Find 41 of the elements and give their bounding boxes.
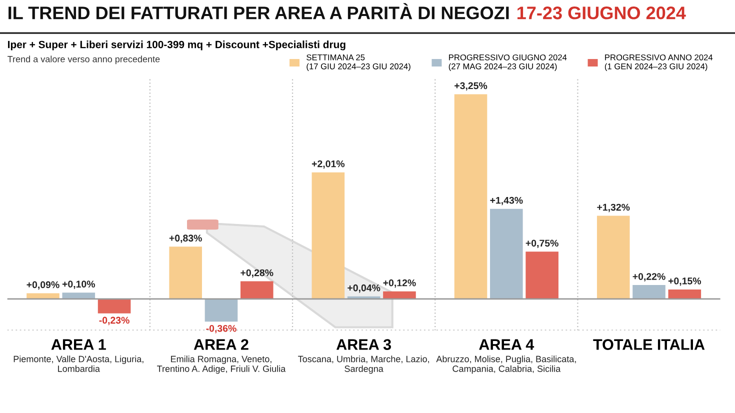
bar (454, 94, 488, 299)
x-tick-label: TOTALE ITALIA (593, 339, 705, 350)
data-label: +0,22% (632, 273, 666, 282)
data-label: +2,01% (312, 160, 345, 169)
chart-title: IL TREND DEI FATTURATI PER AREA A PARITÀ DI NEGOZI (8, 3, 509, 20)
bar (204, 298, 238, 322)
data-label: +0,10% (62, 280, 96, 289)
data-label: +0,28% (240, 269, 274, 278)
bar (632, 285, 666, 299)
text: Abruzzo, Molise, Puglia, Basilicata, Campania, Calabria, Sicilia (436, 356, 576, 374)
text: 17-23 GIUGNO 2024 (517, 6, 686, 20)
data-label: +0,75% (526, 240, 558, 248)
data-label: +0,12% (383, 279, 416, 288)
data-label: +3,25% (454, 82, 488, 91)
legend-label: PROGRESSIVO ANNO 2024 (1 GEN 2024–23 GIU 2024) (604, 54, 713, 71)
data-label: -0,36% (206, 324, 236, 334)
text: Toscana, Umbria, Marche, Lazio, Sardegna (298, 356, 429, 374)
x-tick-label: AREA 2 (194, 339, 248, 350)
data-label: +0,09% (26, 281, 60, 290)
legend-label: PROGRESSIVO GIUGNO 2024 (27 MAG 2024–23 GIU 2024) (448, 54, 567, 71)
data-label: +0,83% (169, 234, 202, 243)
bar (526, 252, 558, 299)
text: Emilia Romagna, Veneto, Trentino A. Adige, Friuli V. Giulia (157, 356, 286, 374)
data-label: +0,04% (348, 284, 380, 293)
data-label: +1,43% (490, 196, 523, 206)
x-tick-label: AREA 4 (479, 339, 534, 350)
bar (490, 208, 523, 299)
bar (98, 298, 131, 314)
data-label: +1,32% (597, 204, 630, 212)
data-label: -0,23% (99, 316, 130, 326)
bar (169, 246, 202, 299)
x-tick-label: AREA 1 (51, 339, 106, 350)
data-label: +0,15% (668, 278, 702, 286)
bar (312, 172, 345, 299)
chart-subtitle: Iper + Super + Liberi servizi 100-399 mq + Discount +Specialisti drug (8, 40, 346, 50)
bar (240, 281, 274, 299)
legend-label: SETTIMANA 25 (17 GIU 2024–23 GIU 2024) (306, 54, 410, 71)
x-tick-label: AREA 3 (336, 339, 391, 350)
text: Trend a valore verso anno precedente (8, 56, 160, 64)
text: Piemonte, Valle D'Aosta, Liguria, Lombardia (14, 356, 144, 372)
bar (596, 216, 630, 299)
